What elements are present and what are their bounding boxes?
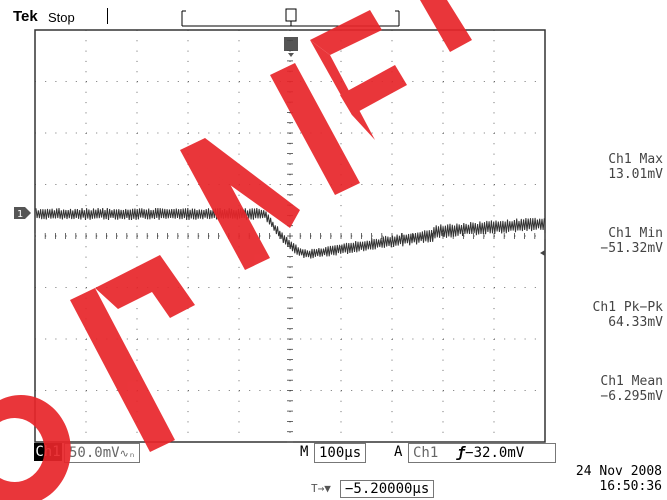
trigger-level-icon[interactable] — [540, 250, 545, 256]
measurement-mean: Ch1 Mean −6.295mV — [553, 374, 663, 404]
trigger-level: −32.0mV — [465, 445, 524, 461]
acquisition-label: A — [394, 444, 402, 460]
timebase-label: M — [300, 444, 308, 460]
measurement-min: Ch1 Min −51.32mV — [553, 226, 663, 256]
time-text: 16:50:36 — [562, 479, 662, 494]
ch1-ground-marker-label: 1 — [17, 209, 23, 220]
volts-per-div: 50.0mV — [69, 445, 120, 461]
date-text: 24 Nov 2008 — [562, 464, 662, 479]
measurement-max: Ch1 Max 13.01mV — [553, 152, 663, 182]
datetime-stamp: 24 Nov 2008 16:50:36 — [562, 464, 662, 494]
bandwidth-limit-icon: ∿ₙ — [120, 447, 136, 460]
timebase-readout[interactable]: 100µs — [314, 443, 366, 463]
measurement-pkpk-label: Ch1 Pk−Pk — [553, 300, 663, 315]
measurement-min-label: Ch1 Min — [553, 226, 663, 241]
measurement-max-value: 13.01mV — [553, 167, 663, 182]
measurement-pkpk: Ch1 Pk−Pk 64.33mV — [553, 300, 663, 330]
measurement-min-value: −51.32mV — [553, 241, 663, 256]
graticule-grid — [35, 30, 545, 442]
horizontal-position-icon: T→▼ — [311, 482, 331, 495]
measurement-mean-value: −6.295mV — [553, 389, 663, 404]
vertical-scale-readout[interactable]: 50.0mV∿ₙ — [64, 443, 140, 463]
ch1-ground-marker[interactable]: 1 — [14, 207, 31, 220]
trigger-position-marker[interactable] — [284, 9, 298, 57]
channel-1-button[interactable]: Ch1 — [34, 443, 62, 461]
measurement-max-label: Ch1 Max — [553, 152, 663, 167]
measurement-pkpk-value: 64.33mV — [553, 315, 663, 330]
trigger-readout[interactable]: Ch1 ƒ−32.0mV — [408, 443, 556, 463]
measurement-mean-label: Ch1 Mean — [553, 374, 663, 389]
trigger-slope-icon: ƒ — [457, 445, 465, 461]
horizontal-position-readout[interactable]: −5.20000µs — [340, 480, 434, 498]
trigger-source: Ch1 — [413, 445, 438, 461]
